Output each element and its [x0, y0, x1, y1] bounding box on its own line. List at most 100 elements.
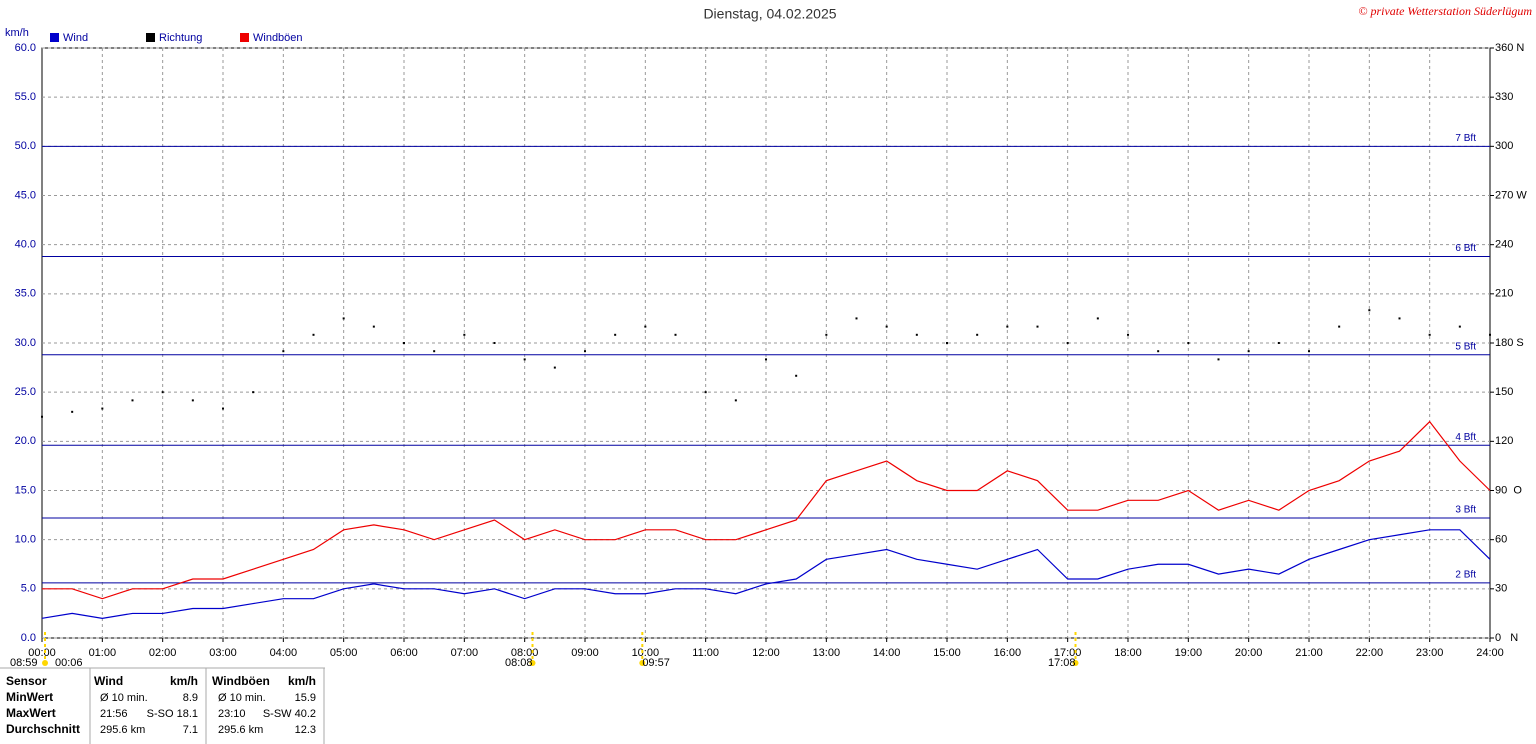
x-tick-label: 12:00: [752, 647, 780, 659]
x-tick-label: 23:00: [1416, 647, 1444, 659]
legend-label: Richtung: [159, 32, 202, 44]
time-marker-dot: [639, 660, 646, 666]
y2-tick-label: 150: [1495, 386, 1513, 398]
y-tick-label: 55.0: [15, 91, 36, 103]
direction-point: [1338, 325, 1341, 328]
direction-point: [1187, 342, 1190, 344]
line-series: [41, 529, 1491, 619]
x-tick-label: 02:00: [149, 647, 177, 659]
x-tick-label: 06:00: [390, 647, 418, 659]
y2-tick-label: 120: [1495, 435, 1513, 447]
x-tick-label: 13:00: [813, 647, 841, 659]
y-tick-label: 30.0: [15, 337, 36, 349]
y-tick-label: 45.0: [15, 189, 36, 201]
y-tick-label: 15.0: [15, 484, 36, 496]
legend-swatch: [50, 33, 59, 42]
table-cell: S-SO 18.1: [147, 708, 198, 720]
y-tick-label: 10.0: [15, 534, 36, 546]
y-axis-label: km/h: [5, 27, 29, 39]
direction-point: [463, 333, 466, 336]
y2-tick-label: 360 N: [1495, 42, 1524, 54]
x-tick-label: 04:00: [270, 647, 298, 659]
direction-point: [41, 415, 43, 418]
direction-point: [1066, 342, 1069, 344]
table-cell: 7.1: [183, 724, 198, 736]
direction-point: [71, 410, 74, 413]
x-tick-label: 10:00: [632, 647, 660, 659]
beaufort-label: 6 Bft: [1455, 243, 1476, 254]
direction-point: [946, 342, 948, 344]
x-tick-label: 18:00: [1114, 647, 1142, 659]
table-header: Wind: [94, 674, 123, 688]
beaufort-label: 4 Bft: [1455, 432, 1476, 443]
direction-point: [885, 325, 888, 328]
table-header: km/h: [170, 674, 198, 688]
direction-point: [1217, 358, 1220, 361]
time-marker-label: 00:06: [55, 657, 83, 669]
y2-tick-label: 90 O: [1495, 484, 1522, 496]
beaufort-label: 7 Bft: [1455, 133, 1476, 144]
direction-point: [161, 391, 164, 394]
y-tick-label: 20.0: [15, 435, 36, 447]
left-marker: 08:59: [10, 657, 38, 669]
y-tick-label: 35.0: [15, 288, 36, 300]
x-tick-label: 15:00: [933, 647, 961, 659]
y2-tick-label: 30: [1495, 583, 1507, 595]
direction-point: [553, 366, 556, 369]
direction-point: [101, 407, 104, 410]
direction-point: [1157, 350, 1160, 353]
x-tick-label: 17:00: [1054, 647, 1082, 659]
x-tick-label: 01:00: [89, 647, 117, 659]
direction-point: [1006, 325, 1009, 328]
legend-swatch: [240, 33, 249, 42]
beaufort-label: 3 Bft: [1455, 505, 1476, 516]
direction-point: [734, 399, 737, 402]
direction-point: [523, 358, 526, 361]
direction-point: [372, 325, 375, 328]
beaufort-label: 5 Bft: [1455, 341, 1476, 352]
legend-label: Wind: [63, 32, 88, 44]
direction-point: [1428, 333, 1431, 336]
x-tick-label: 09:00: [571, 647, 599, 659]
table-header: km/h: [288, 674, 316, 688]
table-cell: 21:56: [100, 708, 128, 720]
y2-tick-label: 240: [1495, 239, 1513, 251]
y-tick-label: 50.0: [15, 140, 36, 152]
table-cell: 8.9: [183, 692, 198, 704]
y2-tick-label: 330: [1495, 91, 1513, 103]
legend-label: Windböen: [253, 32, 303, 44]
direction-point: [1308, 350, 1310, 353]
table-cell: 295.6 km: [100, 724, 145, 736]
y2-tick-label: 180 S: [1495, 337, 1524, 349]
x-tick-label: 11:00: [692, 647, 719, 659]
x-tick-label: 14:00: [873, 647, 901, 659]
x-tick-label: 24:00: [1476, 647, 1504, 659]
x-tick-label: 07:00: [451, 647, 479, 659]
direction-point: [584, 350, 586, 353]
y-tick-label: 60.0: [15, 42, 36, 54]
direction-point: [403, 342, 405, 344]
direction-point: [674, 333, 677, 336]
table-cell: Durchschnitt: [6, 722, 80, 736]
time-marker-label: 17:08: [1048, 657, 1076, 669]
x-tick-label: 21:00: [1295, 647, 1323, 659]
direction-point: [342, 317, 345, 320]
x-tick-label: 03:00: [209, 647, 237, 659]
direction-point: [131, 399, 134, 402]
table-cell: MaxWert: [6, 706, 56, 720]
copyright: © private Wetterstation Süderlügum: [1358, 4, 1532, 18]
y2-tick-label: 210: [1495, 288, 1513, 300]
direction-point: [1398, 317, 1401, 320]
chart-title: Dienstag, 04.02.2025: [703, 6, 836, 22]
direction-point: [795, 374, 798, 377]
table-header: Sensor: [6, 674, 47, 688]
x-tick-label: 22:00: [1356, 647, 1384, 659]
y2-tick-label: 60: [1495, 534, 1507, 546]
direction-point: [915, 333, 918, 336]
table-cell: 295.6 km: [218, 724, 263, 736]
table-cell: 15.9: [295, 692, 316, 704]
direction-point: [1247, 350, 1250, 353]
time-marker-dot: [529, 660, 536, 666]
x-tick-label: 19:00: [1175, 647, 1203, 659]
